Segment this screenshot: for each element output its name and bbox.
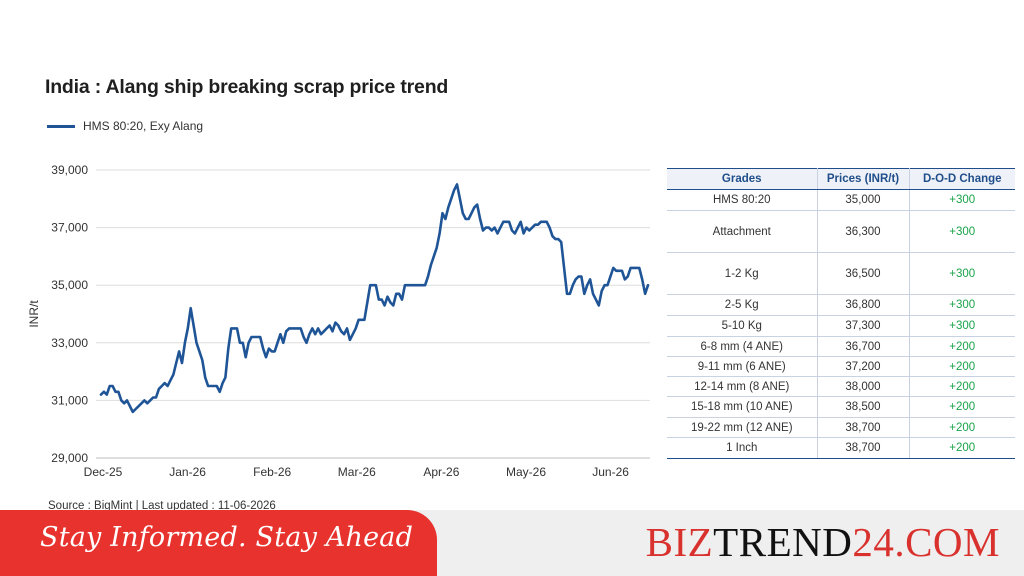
price-cell: 35,000 <box>817 189 910 211</box>
grade-cell: 1 Inch <box>667 437 818 459</box>
y-tick-label: 31,000 <box>51 393 88 407</box>
header-prices: Prices (INR/t) <box>817 168 910 190</box>
table-row: 1-2 Kg 36,500 +300 <box>667 252 1015 295</box>
change-cell: +200 <box>909 356 1015 377</box>
table-row: Attachment 36,300 +300 <box>667 210 1015 253</box>
grade-cell: 9-11 mm (6 ANE) <box>667 356 818 377</box>
table-row: 9-11 mm (6 ANE) 37,200 +200 <box>667 356 1015 377</box>
y-tick-label: 39,000 <box>51 163 88 177</box>
y-tick-label: 35,000 <box>51 278 88 292</box>
price-cell: 37,200 <box>817 356 910 377</box>
grade-cell: 2-5 Kg <box>667 294 818 316</box>
table-row: 19-22 mm (12 ANE) 38,700 +200 <box>667 417 1015 438</box>
y-tick-label: 33,000 <box>51 336 88 350</box>
change-cell: +300 <box>909 294 1015 316</box>
price-cell: 38,000 <box>817 376 910 397</box>
table-row: 15-18 mm (10 ANE) 38,500 +200 <box>667 396 1015 418</box>
header-grades: Grades <box>667 168 818 190</box>
table-header-row: Grades Prices (INR/t) D-O-D Change <box>667 168 1015 190</box>
change-cell: +300 <box>909 315 1015 337</box>
x-tick-label: Dec-25 <box>84 465 123 479</box>
brand-part-24com: 24.COM <box>852 519 1000 565</box>
header-dod-change: D-O-D Change <box>909 168 1015 190</box>
x-tick-label: Apr-26 <box>423 465 459 479</box>
x-tick-label: Jun-26 <box>592 465 629 479</box>
price-cell: 38,700 <box>817 417 910 438</box>
price-cell: 36,700 <box>817 336 910 357</box>
y-tick-label: 37,000 <box>51 221 88 235</box>
y-tick-label: 29,000 <box>51 451 88 465</box>
grade-cell: 19-22 mm (12 ANE) <box>667 417 818 438</box>
brand-part-trend: TREND <box>713 519 853 565</box>
grade-cell: 1-2 Kg <box>667 252 818 295</box>
price-cell: 36,500 <box>817 252 910 295</box>
table-row: HMS 80:20 35,000 +300 <box>667 189 1015 211</box>
change-cell: +200 <box>909 437 1015 459</box>
table-row: 5-10 Kg 37,300 +300 <box>667 315 1015 337</box>
tagline-banner: Stay Informed. Stay Ahead <box>0 510 437 576</box>
change-cell: +200 <box>909 336 1015 357</box>
change-cell: +300 <box>909 252 1015 295</box>
x-tick-label: Feb-26 <box>253 465 291 479</box>
change-cell: +200 <box>909 417 1015 438</box>
grade-cell: 15-18 mm (10 ANE) <box>667 396 818 418</box>
table-row: 1 Inch 38,700 +200 <box>667 437 1015 459</box>
price-cell: 36,300 <box>817 210 910 253</box>
grade-cell: Attachment <box>667 210 818 253</box>
table-row: 2-5 Kg 36,800 +300 <box>667 294 1015 316</box>
grade-cell: HMS 80:20 <box>667 189 818 211</box>
x-tick-label: May-26 <box>506 465 546 479</box>
grade-cell: 6-8 mm (4 ANE) <box>667 336 818 357</box>
x-tick-label: Mar-26 <box>338 465 376 479</box>
table-row: 12-14 mm (8 ANE) 38,000 +200 <box>667 376 1015 397</box>
price-cell: 36,800 <box>817 294 910 316</box>
source-note: Source : BigMint | Last updated : 11-06-… <box>48 500 276 512</box>
chart-legend: HMS 80:20, Exy Alang <box>47 119 203 133</box>
price-line-chart: 29,000 31,000 33,000 35,000 37,000 39,000 INR/… <box>27 163 650 479</box>
x-tick-label: Jan-26 <box>169 465 206 479</box>
grade-cell: 5-10 Kg <box>667 315 818 337</box>
grade-price-table: Grades Prices (INR/t) D-O-D Change HMS 8… <box>667 168 1015 459</box>
tagline-text: Stay Informed. Stay Ahead <box>40 522 414 553</box>
price-cell: 37,300 <box>817 315 910 337</box>
legend-line-swatch <box>47 124 75 128</box>
change-cell: +200 <box>909 376 1015 397</box>
series-line <box>99 183 650 414</box>
change-cell: +300 <box>909 210 1015 253</box>
change-cell: +200 <box>909 396 1015 418</box>
change-cell: +300 <box>909 189 1015 211</box>
y-axis-label: INR/t <box>27 300 41 328</box>
legend-label: HMS 80:20, Exy Alang <box>83 119 204 133</box>
chart-title: India : Alang ship breaking scrap price … <box>45 76 449 98</box>
brand-logo[interactable]: BIZTREND24.COM <box>646 518 1000 566</box>
grade-cell: 12-14 mm (8 ANE) <box>667 376 818 397</box>
brand-part-biz: BIZ <box>645 519 714 565</box>
table-row: 6-8 mm (4 ANE) 36,700 +200 <box>667 336 1015 357</box>
price-cell: 38,500 <box>817 396 910 418</box>
price-cell: 38,700 <box>817 437 910 459</box>
